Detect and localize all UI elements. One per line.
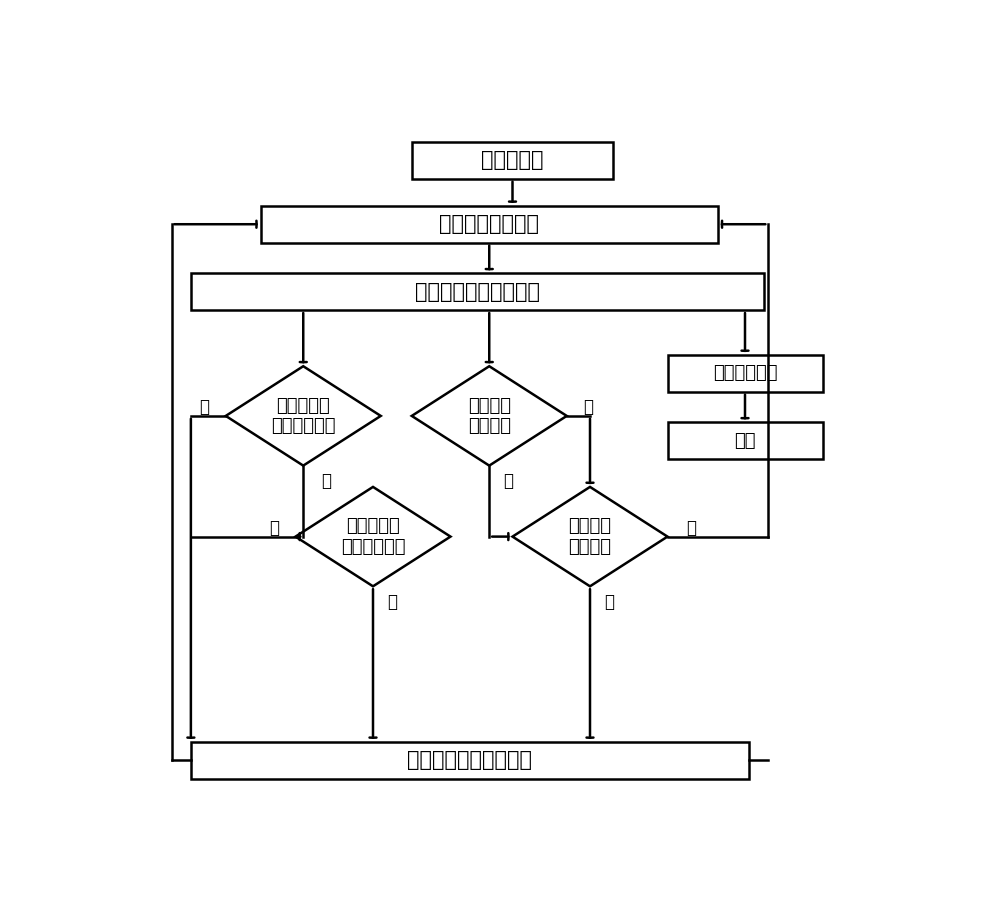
Text: 是: 是 — [504, 472, 514, 491]
Bar — [668, 355, 822, 392]
Text: 是: 是 — [387, 593, 397, 611]
Text: 实时发送视频信息: 实时发送视频信息 — [439, 214, 539, 234]
Polygon shape — [226, 366, 381, 466]
Text: 否: 否 — [199, 398, 209, 417]
Bar — [261, 206, 718, 242]
Text: 存储所接收的监控视频: 存储所接收的监控视频 — [415, 282, 540, 301]
Polygon shape — [412, 366, 567, 466]
Bar — [412, 142, 613, 179]
Text: 否: 否 — [583, 398, 593, 417]
Text: 否: 否 — [269, 519, 279, 538]
Bar — [668, 422, 822, 459]
Text: 用音频判断
轨道是否占用: 用音频判断 轨道是否占用 — [341, 517, 405, 556]
Text: 判断路基
是否沉降: 判断路基 是否沉降 — [468, 396, 511, 435]
Polygon shape — [296, 487, 451, 586]
Text: 是: 是 — [686, 519, 696, 538]
Text: 否: 否 — [604, 593, 614, 611]
Text: 是: 是 — [322, 472, 332, 491]
Bar — [191, 742, 749, 779]
Polygon shape — [512, 487, 668, 586]
Text: 视频接力拼接: 视频接力拼接 — [713, 364, 777, 383]
Text: 用图像判断
轨道是否占用: 用图像判断 轨道是否占用 — [271, 396, 336, 435]
Text: 系统初始化: 系统初始化 — [481, 150, 544, 171]
Text: 报警，人工接警，处理: 报警，人工接警，处理 — [407, 751, 532, 770]
Text: 判断车距
是否安全: 判断车距 是否安全 — [568, 517, 612, 556]
Bar — [191, 273, 764, 310]
Text: 显示: 显示 — [734, 431, 756, 450]
